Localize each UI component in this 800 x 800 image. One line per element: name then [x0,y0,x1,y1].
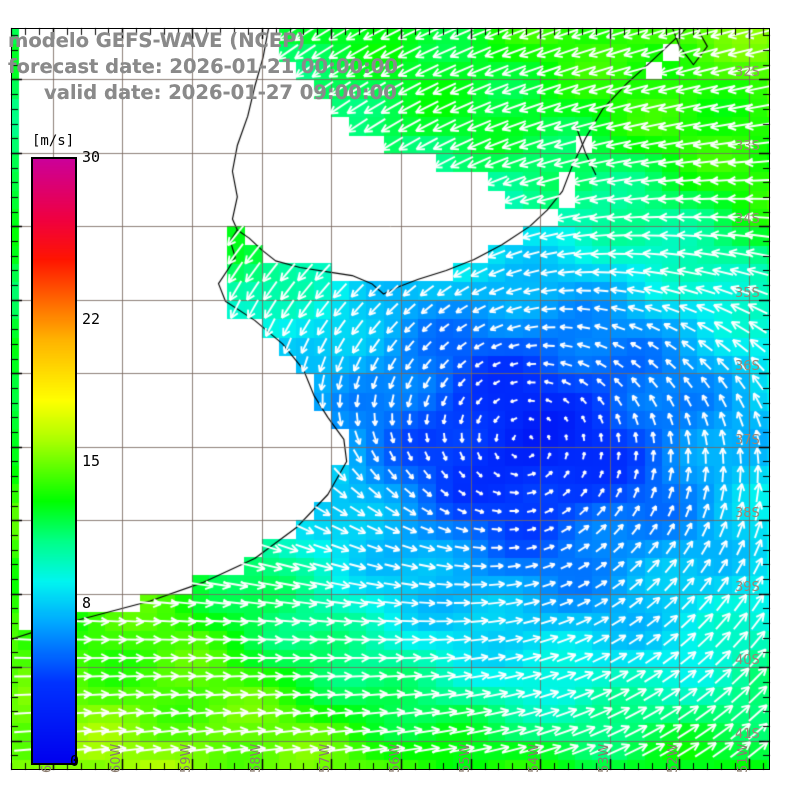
latitude-label-34S: 34S [735,212,760,228]
colorbar-unit-label: [m/s] [32,133,75,149]
colorbar[interactable] [31,157,77,765]
colorbar-tick-0: 0 [70,752,80,770]
colorbar-tick-22: 22 [82,310,101,329]
colorbar-tick-15: 15 [82,452,101,470]
colorbar-gradient [33,159,75,763]
forecast-date-line: forecast date: 2026-01-21 00:00:00 [8,55,398,78]
latitude-label-40S: 40S [735,653,760,669]
latitude-label-33S: 33S [735,138,760,154]
longitude-label-51W: 51W [736,743,752,773]
latitude-label-35S: 35S [735,285,760,301]
longitude-label-56W: 56W [387,743,403,773]
latitude-label-37S: 37S [735,432,760,448]
latitude-label-36S: 36S [735,359,760,375]
longitude-label-60W: 60W [109,743,125,773]
longitude-label-52W: 52W [666,743,682,773]
longitude-label-59W: 59W [179,743,195,773]
longitude-label-55W: 55W [457,743,473,773]
colorbar-tick-8: 8 [82,593,92,612]
latitude-label-38S: 38S [735,506,760,522]
valid-date-line: valid date: 2026-01-27 09:00:00 [44,81,397,104]
longitude-label-57W: 57W [318,743,334,773]
model-title: modelo GEFS-WAVE (NCEP) [8,29,306,52]
colorbar-tick-30: 30 [82,148,101,166]
latitude-label-41S: 41S [735,726,760,742]
longitude-label-58W: 58W [248,743,264,773]
latitude-label-32S: 32S [735,65,760,81]
title-block: modelo GEFS-WAVE (NCEP) forecast date: 20… [0,28,520,106]
latitude-label-39S: 39S [735,579,760,595]
longitude-label-54W: 54W [527,743,543,773]
longitude-label-53W: 53W [596,743,612,773]
